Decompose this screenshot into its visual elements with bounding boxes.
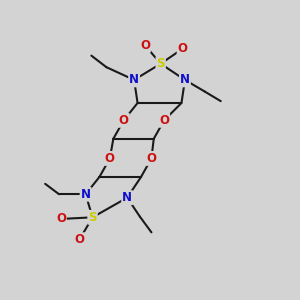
Text: N: N bbox=[122, 191, 132, 204]
Text: S: S bbox=[156, 57, 165, 70]
Text: O: O bbox=[140, 39, 150, 52]
Text: O: O bbox=[159, 114, 169, 127]
Text: N: N bbox=[129, 74, 139, 86]
Text: N: N bbox=[180, 74, 190, 86]
Text: O: O bbox=[178, 42, 188, 55]
Text: O: O bbox=[105, 152, 115, 165]
Text: O: O bbox=[74, 233, 84, 246]
Text: O: O bbox=[119, 114, 129, 127]
Text: S: S bbox=[88, 211, 97, 224]
Text: N: N bbox=[81, 188, 91, 201]
Text: O: O bbox=[56, 212, 66, 226]
Text: O: O bbox=[146, 152, 156, 165]
